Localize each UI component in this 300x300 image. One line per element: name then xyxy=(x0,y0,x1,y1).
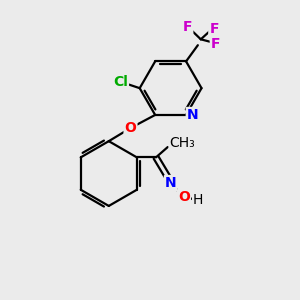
Text: Cl: Cl xyxy=(113,75,128,89)
Text: F: F xyxy=(209,22,219,36)
Text: O: O xyxy=(124,121,136,135)
Text: N: N xyxy=(165,176,176,190)
Text: H: H xyxy=(193,193,203,207)
Text: F: F xyxy=(211,37,220,51)
Text: F: F xyxy=(183,20,192,34)
Text: CH₃: CH₃ xyxy=(169,136,195,150)
Text: O: O xyxy=(178,190,190,204)
Text: N: N xyxy=(187,108,198,122)
